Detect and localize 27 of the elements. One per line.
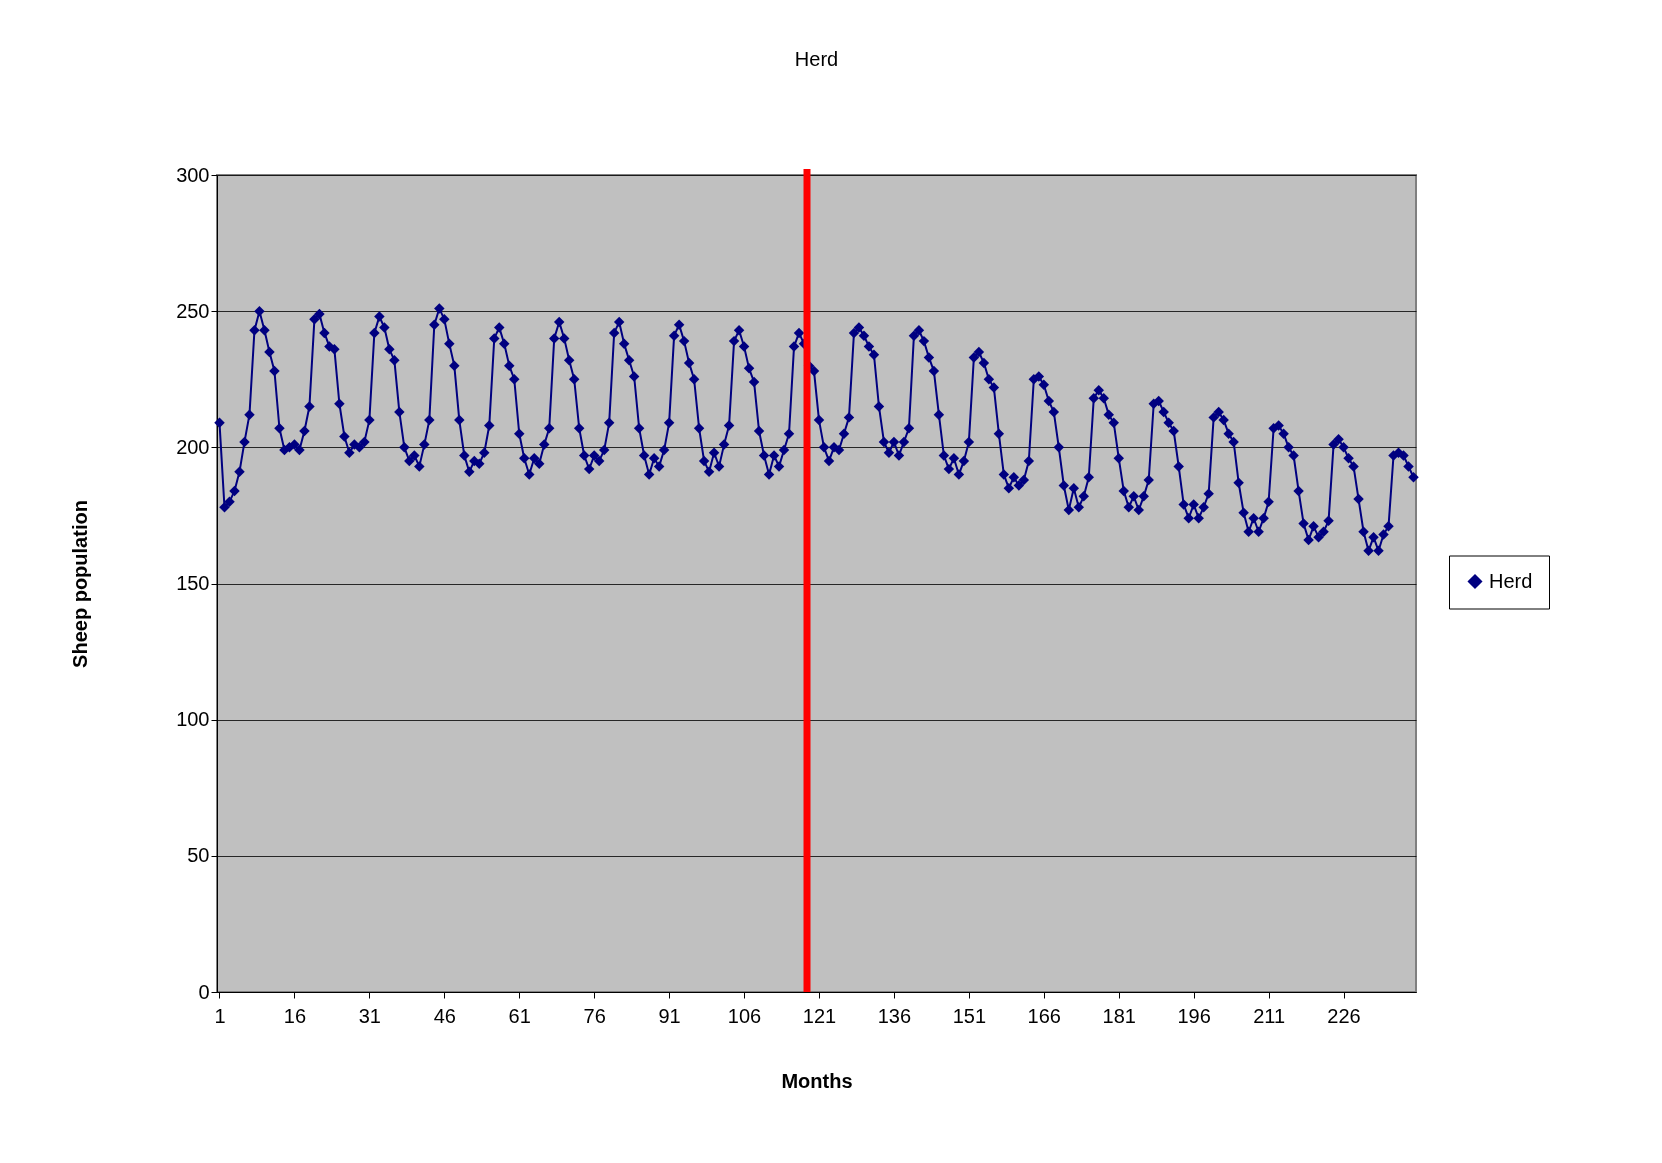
y-tick-label: 100	[176, 708, 210, 731]
x-tick-label: 196	[1177, 1004, 1211, 1027]
x-tick-label: 211	[1253, 1004, 1286, 1027]
x-tick-label: 1	[214, 1004, 226, 1027]
y-tick-label: 200	[176, 435, 210, 458]
x-tick-label: 181	[1102, 1004, 1136, 1027]
legend-label: Herd	[1489, 569, 1533, 592]
x-tick-label: 61	[508, 1004, 531, 1027]
x-tick-label: 91	[658, 1004, 681, 1027]
x-tick-label: 106	[727, 1004, 762, 1027]
x-axis-title: Months	[781, 1069, 853, 1092]
x-tick-label: 16	[283, 1004, 307, 1027]
x-tick-label: 151	[952, 1004, 987, 1027]
x-tick-label: 76	[583, 1004, 606, 1027]
x-tick-label: 46	[433, 1004, 456, 1027]
y-tick-label: 300	[176, 163, 210, 186]
chart-title: Herd	[794, 48, 839, 70]
y-axis-title: Sheep population	[69, 500, 92, 668]
y-tick-label: 150	[176, 572, 210, 594]
x-tick-label: 136	[877, 1004, 912, 1027]
x-tick-label: 31	[358, 1004, 381, 1027]
y-tick-label: 50	[187, 844, 210, 867]
x-tick-label: 166	[1027, 1004, 1061, 1027]
y-tick-label: 250	[176, 299, 210, 322]
x-tick-label: 226	[1327, 1004, 1361, 1027]
x-tick-label: 121	[802, 1004, 837, 1027]
y-tick-label: 0	[198, 980, 210, 1003]
